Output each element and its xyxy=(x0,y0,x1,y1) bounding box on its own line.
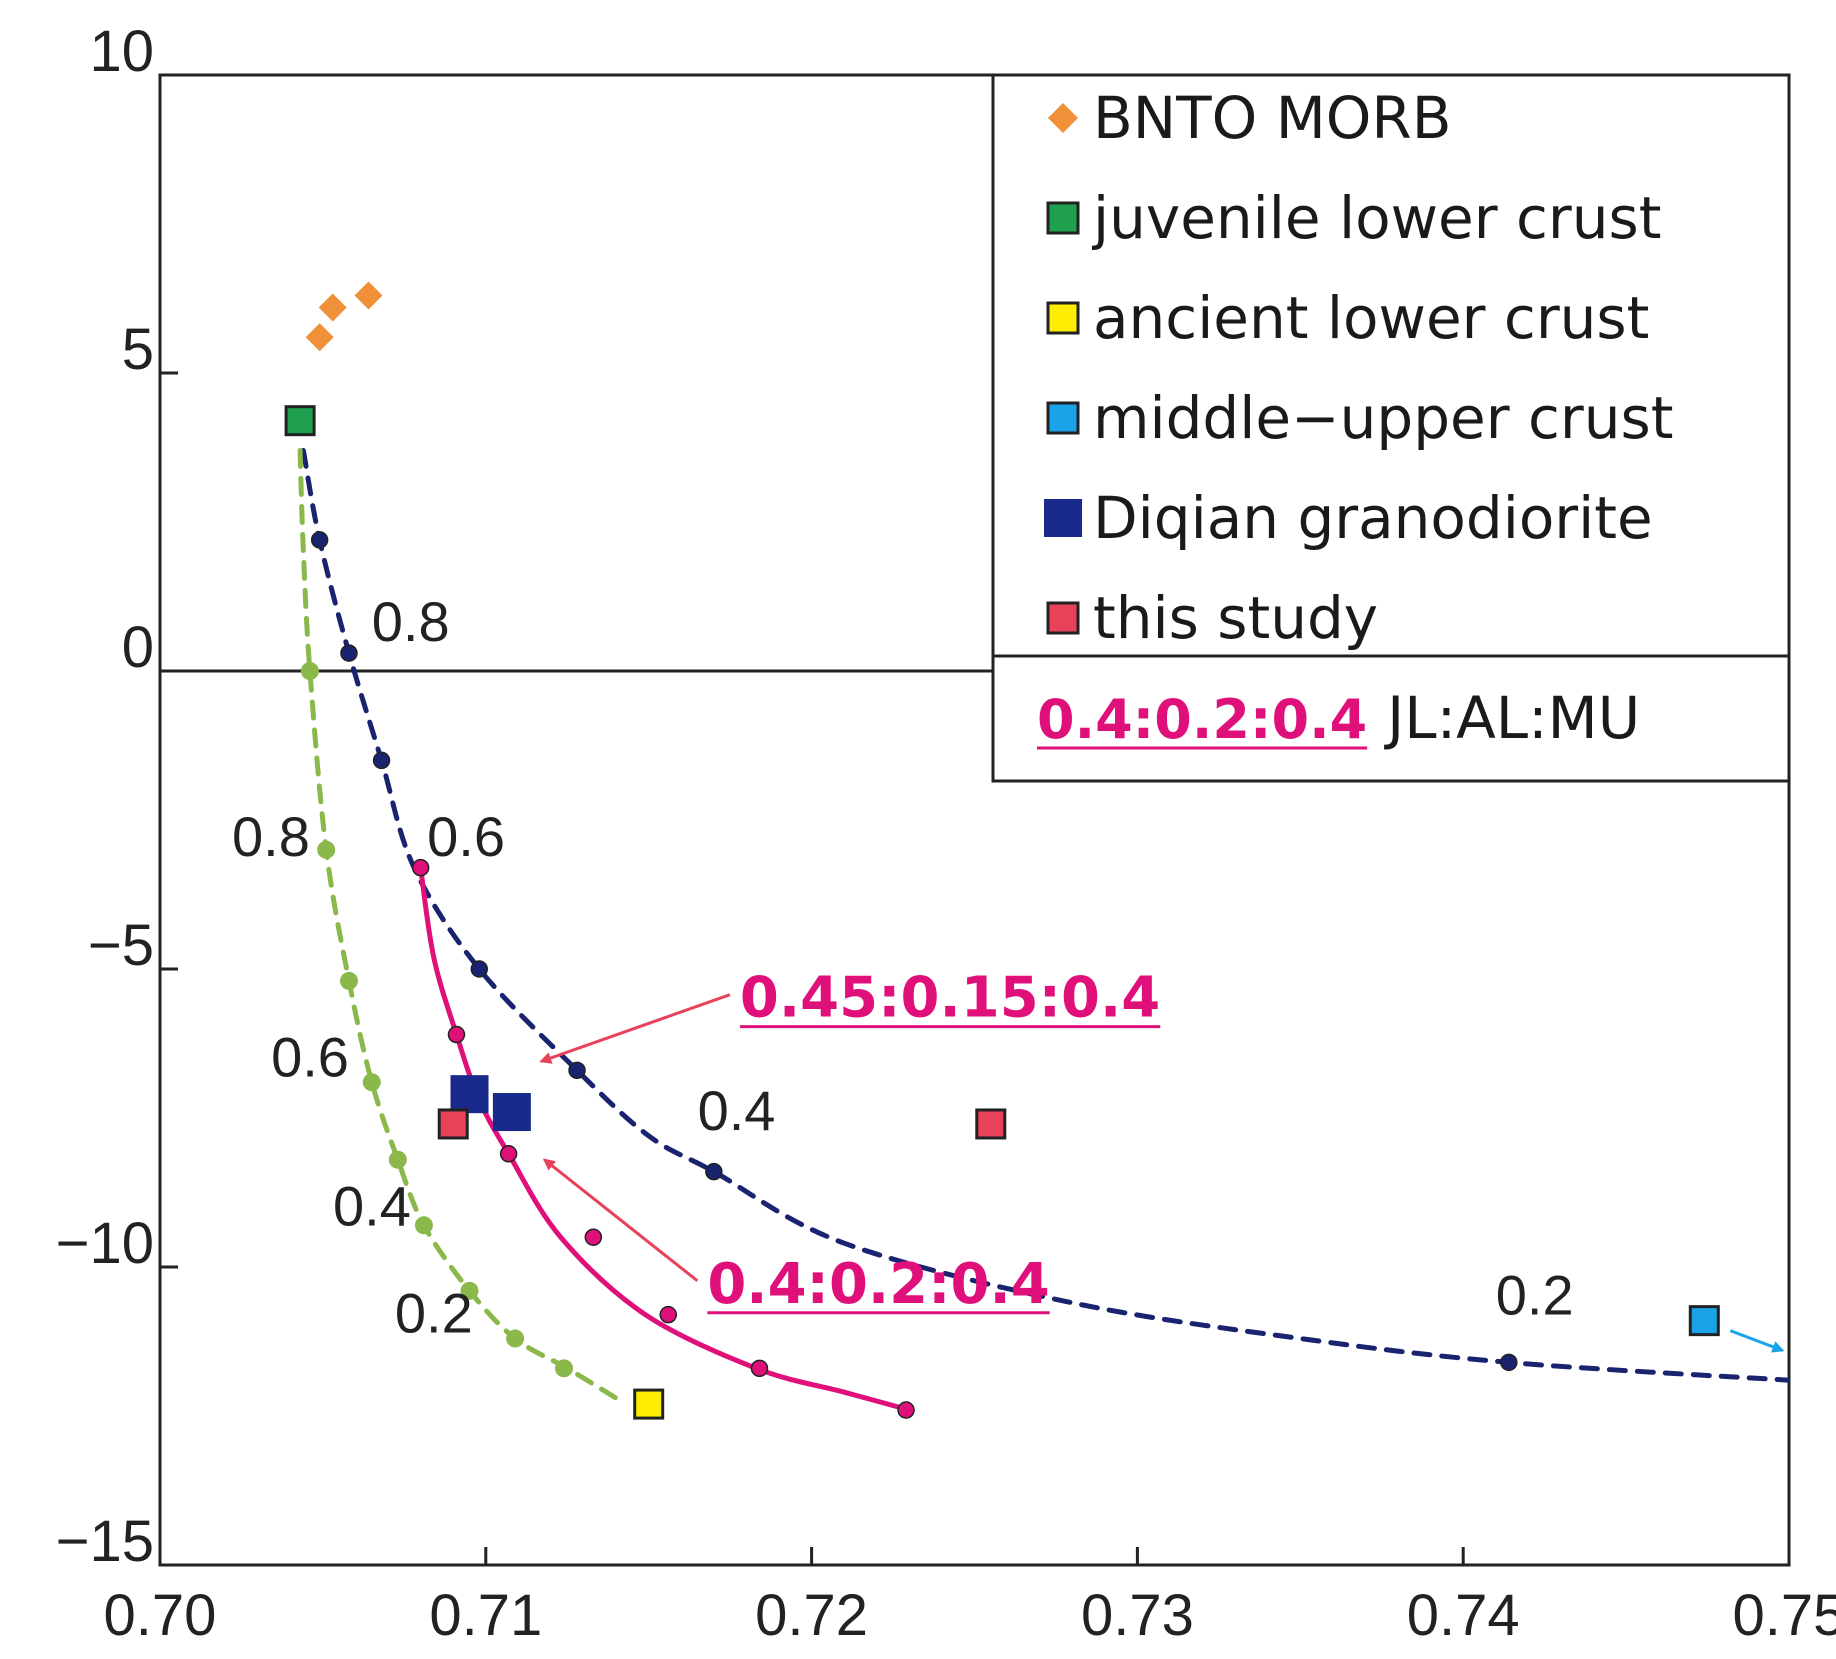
curve-marker xyxy=(372,751,391,770)
y-tick-label: 0 xyxy=(122,615,154,680)
fraction-label: 0.4 xyxy=(333,1174,411,1237)
mixing-curve-line xyxy=(418,865,912,1413)
callout-arrow xyxy=(539,993,731,1064)
fraction-label: 0.8 xyxy=(232,805,310,868)
legend-label: ancient lower crust xyxy=(1093,284,1649,352)
curve-marker xyxy=(362,1073,381,1092)
legend-marker xyxy=(1046,601,1080,635)
ratio-callout: 0.45:0.15:0.4 xyxy=(740,966,1160,1031)
x-tick-label: 0.74 xyxy=(1407,1583,1520,1648)
this_study-point xyxy=(437,1108,469,1140)
x-tick-label: 0.71 xyxy=(429,1583,542,1648)
morb-point xyxy=(305,323,334,352)
diqian-point xyxy=(450,1075,489,1114)
legend-label: this study xyxy=(1093,584,1378,652)
x-tick-label: 0.72 xyxy=(755,1583,868,1648)
curve-marker xyxy=(317,840,336,859)
x-tick-label: 0.70 xyxy=(104,1583,217,1648)
fraction-label: 0.6 xyxy=(271,1025,349,1088)
legend-marker xyxy=(1048,103,1078,133)
this_study-point xyxy=(975,1108,1007,1140)
legend-ratio-label: JL:AL:MU xyxy=(1384,684,1640,752)
curve-marker xyxy=(411,858,430,877)
y-tick-label: −10 xyxy=(56,1211,154,1276)
mixing-curves xyxy=(297,448,1789,1419)
legend-marker xyxy=(1046,301,1080,335)
curve-annotations: 0.8 0.6 0.4 0.2 0.8 0.6 0.4 0.2 xyxy=(232,590,1574,1344)
morb-point xyxy=(318,293,347,322)
offscale-arrow xyxy=(1729,1329,1785,1353)
curve-marker xyxy=(506,1329,525,1348)
curve-marker xyxy=(340,644,358,662)
legend-marker xyxy=(1044,499,1082,537)
curve-marker xyxy=(1500,1353,1518,1372)
curve-marker xyxy=(310,531,329,549)
plot-frame xyxy=(158,73,1791,1567)
data-points xyxy=(284,281,1785,1420)
curve-marker xyxy=(414,1216,433,1235)
fraction-label: 0.6 xyxy=(427,805,505,868)
curve-marker xyxy=(705,1162,723,1181)
legend-ratio-value: 0.4:0.2:0.4 xyxy=(1037,688,1367,751)
diqian-point xyxy=(492,1093,531,1132)
curve-marker xyxy=(339,971,358,990)
legend-label: juvenile lower crust xyxy=(1091,184,1661,252)
fraction-label: 0.2 xyxy=(395,1282,473,1345)
fraction-label: 0.2 xyxy=(1496,1264,1574,1327)
ratio-callouts: 0.45:0.15:0.4 0.4:0.2:0.4 xyxy=(539,966,1160,1317)
ratio-callout: 0.4:0.2:0.4 xyxy=(707,1252,1049,1317)
y-tick-label: 10 xyxy=(89,19,154,84)
mixing-curve-line xyxy=(300,448,1789,1383)
ancient-point xyxy=(633,1388,665,1420)
legend-label: BNTO MORB xyxy=(1093,84,1451,152)
axis-ticks: 0.70 0.71 0.72 0.73 0.74 0.75 10 5 0 −5 −10 −15 xyxy=(56,19,1836,1648)
legend-label: middle−upper crust xyxy=(1093,384,1673,452)
y-tick-label: −5 xyxy=(88,913,154,978)
x-tick-label: 0.73 xyxy=(1081,1583,1194,1648)
curve-marker xyxy=(659,1305,677,1324)
juvenile-point xyxy=(284,405,316,437)
curve-marker xyxy=(584,1228,603,1246)
curve-marker xyxy=(554,1359,573,1378)
fraction-label: 0.8 xyxy=(372,590,450,653)
curve-marker xyxy=(499,1145,518,1163)
curve-marker xyxy=(300,662,319,680)
curve-marker xyxy=(897,1401,915,1419)
middle_upper-point xyxy=(1688,1305,1720,1337)
curve-marker xyxy=(460,1281,479,1300)
curve-marker xyxy=(388,1150,407,1169)
y-tick-label: 5 xyxy=(122,317,154,382)
x-tick-label: 0.75 xyxy=(1733,1583,1836,1648)
fraction-label: 0.4 xyxy=(698,1079,776,1142)
legend-label: Diqian granodiorite xyxy=(1093,484,1653,552)
curve-marker xyxy=(568,1061,586,1080)
callout-arrow xyxy=(542,1158,699,1282)
legend-box xyxy=(991,73,1791,783)
legend-marker xyxy=(1046,201,1080,235)
legend-marker xyxy=(1046,401,1080,435)
y-tick-label: −15 xyxy=(56,1509,154,1574)
curve-marker xyxy=(750,1359,769,1378)
mixing-curve-line xyxy=(297,448,619,1401)
curve-marker xyxy=(470,960,489,978)
morb-point xyxy=(354,281,383,310)
curve-marker xyxy=(447,1025,466,1044)
legend: BNTO MORB juvenile lower crust ancient low… xyxy=(991,73,1791,783)
